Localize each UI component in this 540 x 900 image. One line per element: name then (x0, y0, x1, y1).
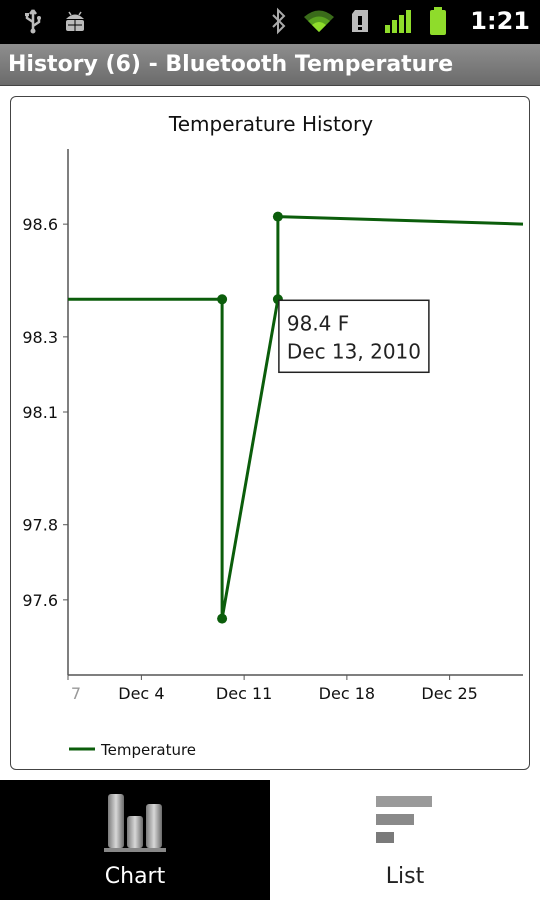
data-point (217, 294, 228, 305)
y-tick-label: 97.6 (22, 591, 58, 610)
tab-list-label: List (385, 864, 425, 889)
tooltip-value: 98.4 F (287, 311, 349, 335)
y-tick-label: 98.6 (22, 215, 58, 234)
y-tick-label: 97.8 (22, 516, 58, 535)
y-tick-label: 98.1 (22, 403, 58, 422)
data-point (272, 211, 283, 222)
chart-card[interactable]: Temperature History 98.6 98.3 98.1 97.8 97.6 7… (10, 96, 530, 770)
y-tick-label: 98.3 (22, 328, 58, 347)
list-icon (376, 796, 432, 843)
status-clock: 1:21 (470, 7, 530, 35)
x-tick-label: Dec 25 (421, 684, 477, 703)
x-tick-label: Dec 4 (118, 684, 164, 703)
tab-list[interactable]: List (270, 780, 540, 900)
battery-icon (430, 7, 447, 35)
data-point (217, 613, 228, 624)
tab-bar: Chart List (0, 780, 540, 900)
tooltip-date: Dec 13, 2010 (287, 339, 421, 363)
tab-chart[interactable]: Chart (0, 780, 270, 900)
x-tick-label: Dec 18 (319, 684, 375, 703)
x-tick-label: Dec 11 (216, 684, 272, 703)
legend-label-temperature: Temperature (100, 741, 196, 759)
android-debug-icon (66, 11, 84, 31)
sd-card-icon (352, 10, 369, 32)
screen-title: History (6) - Bluetooth Temperature (8, 52, 454, 77)
series-line-temperature (68, 215, 524, 621)
usb-icon (25, 9, 41, 34)
signal-icon (385, 10, 412, 33)
temperature-chart[interactable]: Temperature History 98.6 98.3 98.1 97.8 97.6 7… (11, 97, 531, 771)
status-bar: 1:21 (0, 0, 540, 44)
bluetooth-icon (272, 7, 286, 35)
tab-chart-label: Chart (104, 864, 166, 889)
bar-chart-icon (104, 794, 166, 852)
title-bar: History (6) - Bluetooth Temperature (0, 44, 540, 86)
wifi-icon (304, 10, 335, 32)
chart-panel: Temperature History 98.6 98.3 98.1 97.8 97.6 7… (0, 86, 540, 780)
chart-tooltip (278, 299, 430, 374)
chart-title: Temperature History (168, 112, 373, 136)
x-tick-label: 7 (71, 684, 81, 703)
